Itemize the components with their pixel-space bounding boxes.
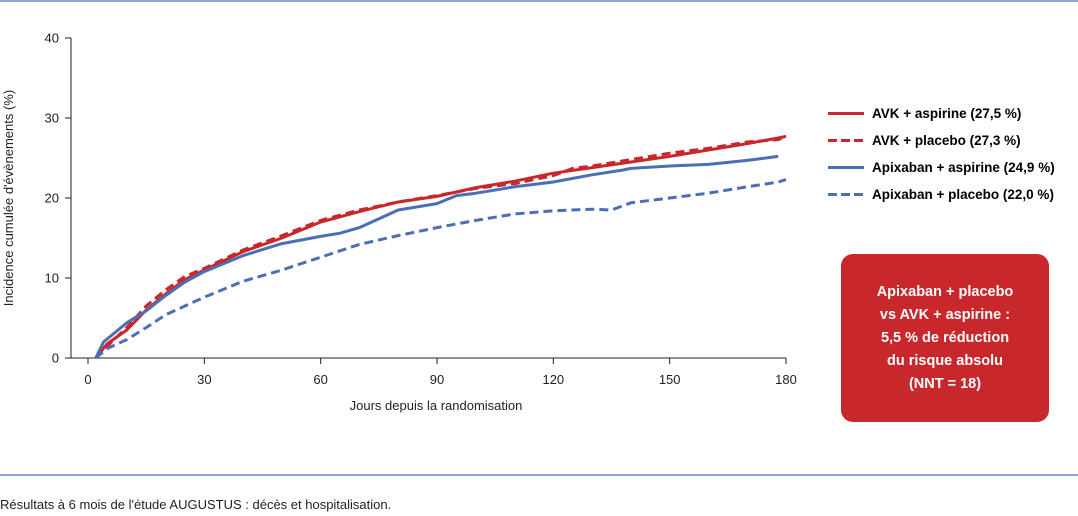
legend-label: AVK + placebo (27,3 %): [872, 133, 1021, 148]
legend-item: Apixaban + aspirine (24,9 %): [828, 154, 1078, 181]
x-tick-label: 90: [430, 372, 444, 387]
callout-line: 5,5 % de réduction: [880, 329, 1010, 346]
legend-swatch-solid-red: [828, 112, 864, 115]
bottom-rule: [0, 474, 1078, 476]
series-line-2: [94, 154, 779, 359]
y-tick-label: 40: [45, 31, 59, 46]
legend-swatch-dashed-red: [828, 139, 864, 142]
callout-line: (NNT = 18): [908, 375, 982, 392]
y-axis-label: Incidence cumulée d'évènements (%): [1, 90, 16, 306]
x-tick-label: 120: [542, 372, 564, 387]
figure-caption: Résultats à 6 mois de l'étude AUGUSTUS :…: [0, 497, 392, 512]
series-line-0: [94, 134, 787, 359]
top-rule: [0, 0, 1078, 2]
legend-label: Apixaban + placebo (22,0 %): [872, 187, 1054, 202]
chart: 0 10 20 30 40 0 30 60 90 120 150 180 Jours depuis l…: [1, 31, 797, 414]
result-callout: Apixaban + placebo vs AVK + aspirine : 5…: [841, 254, 1049, 422]
series-line-1: [94, 135, 787, 360]
legend-label: AVK + aspirine (27,5 %): [872, 106, 1022, 121]
y-tick-label: 30: [45, 111, 59, 126]
y-tick-label: 20: [45, 191, 59, 206]
chart-axes: 0 10 20 30 40 0 30 60 90 120 150 180: [45, 31, 797, 388]
callout-line: du risque absolu: [886, 352, 1003, 369]
y-tick-label: 10: [45, 271, 59, 286]
chart-series: [94, 134, 787, 360]
legend-label: Apixaban + aspirine (24,9 %): [872, 160, 1055, 175]
legend-swatch-dashed-blue: [828, 193, 864, 196]
callout-text: Apixaban + placebo vs AVK + aspirine : 5…: [877, 281, 1014, 396]
legend-item: AVK + placebo (27,3 %): [828, 127, 1078, 154]
y-tick-label: 0: [52, 351, 59, 366]
legend-swatch-solid-blue: [828, 166, 864, 169]
x-tick-label: 180: [775, 372, 797, 387]
legend-item: Apixaban + placebo (22,0 %): [828, 181, 1078, 208]
legend-item: AVK + aspirine (27,5 %): [828, 100, 1078, 127]
x-tick-label: 60: [313, 372, 327, 387]
callout-line: Apixaban + placebo: [876, 283, 1014, 300]
x-tick-label: 150: [659, 372, 681, 387]
callout-line: vs AVK + aspirine :: [879, 306, 1011, 323]
x-tick-label: 30: [197, 372, 211, 387]
series-line-3: [94, 178, 787, 360]
x-tick-label: 0: [84, 372, 91, 387]
x-axis-label: Jours depuis la randomisation: [350, 398, 523, 413]
chart-legend: AVK + aspirine (27,5 %) AVK + placebo (2…: [828, 100, 1078, 208]
